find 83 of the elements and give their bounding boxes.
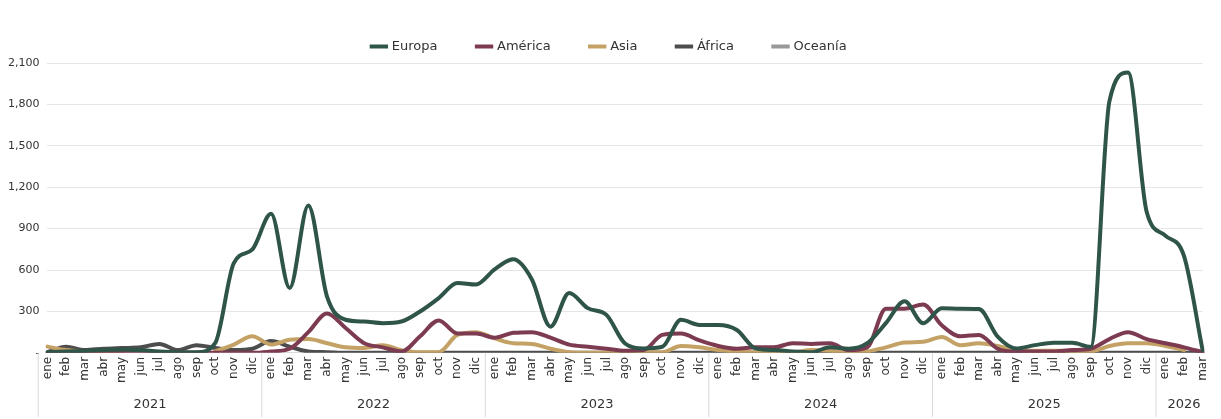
x-tick-label: ago (170, 356, 185, 380)
x-tick-label: feb (728, 356, 743, 377)
x-tick-label: mar (1194, 356, 1209, 381)
x-tick-label: mar (300, 356, 315, 381)
x-tick-label: feb (952, 356, 967, 377)
x-tick-label: ene (933, 356, 948, 380)
y-tick-label: 600 (18, 262, 40, 276)
legend-label: América (497, 37, 551, 53)
x-tick-label: dic (1138, 356, 1153, 375)
y-tick-label: 1,200 (7, 180, 40, 194)
x-tick-label: mar (971, 356, 986, 381)
text: 2021 (133, 396, 167, 412)
x-tick-label: mar (747, 356, 762, 381)
y-tick-label: - (35, 345, 40, 359)
x-tick-label: dic (468, 356, 483, 375)
legend-label: África (696, 37, 734, 53)
y-tick-label: 1,800 (7, 97, 40, 111)
x-tick-label: ago (617, 356, 632, 380)
x-tick-label: abr (542, 356, 557, 377)
x-tick-label: oct (430, 356, 445, 376)
x-tick-label: oct (207, 356, 222, 376)
x-tick-label: nov (225, 356, 240, 379)
x-tick-label: nov (1120, 356, 1135, 379)
x-tick-label: oct (878, 356, 892, 376)
x-tick-label: oct (1101, 356, 1116, 376)
x-tick-label: sep (412, 356, 427, 379)
x-tick-label: sep (635, 356, 650, 379)
x-tick-label: dic (244, 356, 259, 375)
x-tick-label: jul (374, 356, 389, 373)
x-tick-label: ene (486, 356, 501, 380)
x-tick-label: dic (915, 356, 930, 375)
text: 2024 (804, 396, 838, 412)
x-tick-label: ene (710, 356, 725, 380)
x-tick-label: sep (1082, 356, 1097, 379)
x-tick-label: jun (579, 356, 594, 377)
x-tick-label: feb (1176, 356, 1191, 377)
x-tick-label: abr (95, 356, 110, 377)
text: 2025 (1027, 396, 1061, 412)
x-tick-label: jun (132, 356, 147, 377)
x-tick-label: jul (598, 356, 613, 373)
x-tick-label: abr (319, 356, 334, 377)
text: 2026 (1167, 396, 1201, 412)
legend-label: Oceanía (793, 37, 847, 53)
x-tick-label: oct (654, 356, 669, 376)
y-tick-label: 300 (18, 304, 40, 318)
x-tick-label: ago (1064, 356, 1079, 380)
x-tick-label: may (784, 356, 799, 384)
text: 2023 (580, 396, 614, 412)
x-tick-label: mar (524, 356, 539, 381)
x-tick-label: feb (58, 356, 73, 377)
x-tick-label: mar (76, 356, 91, 381)
x-tick-label: abr (989, 356, 1004, 377)
y-tick-label: 900 (18, 221, 40, 235)
x-tick-label: dic (691, 356, 706, 375)
x-tick-label: may (1008, 356, 1023, 384)
y-tick-label: 1,500 (7, 138, 40, 152)
x-tick-label: ene (263, 356, 278, 380)
x-tick-label: nov (673, 356, 688, 379)
x-tick-label: nov (896, 356, 911, 379)
x-tick-label: ene (1157, 356, 1172, 380)
x-tick-label: jun (1027, 356, 1042, 377)
x-tick-label: nov (449, 356, 464, 379)
x-tick-label: feb (505, 356, 520, 377)
x-tick-label: abr (766, 356, 781, 377)
text: 2022 (356, 396, 391, 412)
x-tick-label: jul (822, 356, 837, 373)
x-tick-label: ago (840, 356, 855, 380)
x-tick-label: may (114, 356, 129, 384)
line-series (45, 70, 1205, 353)
x-tick-label: sep (188, 356, 203, 379)
x-tick-label: jun (356, 356, 371, 377)
legend-label: Asia (610, 37, 638, 53)
x-tick-label: jun (803, 356, 818, 377)
legend-label: Europa (391, 37, 438, 53)
x-tick-label: feb (281, 356, 296, 377)
y-tick-label: 2,100 (7, 55, 40, 69)
x-tick-label: may (561, 356, 576, 384)
x-tick-label: ago (393, 356, 408, 380)
x-tick-label: ene (39, 356, 54, 380)
x-tick-label: jul (1045, 356, 1060, 373)
x-tick-label: may (337, 356, 352, 384)
x-tick-label: sep (859, 356, 874, 379)
x-tick-label: jul (151, 356, 166, 373)
